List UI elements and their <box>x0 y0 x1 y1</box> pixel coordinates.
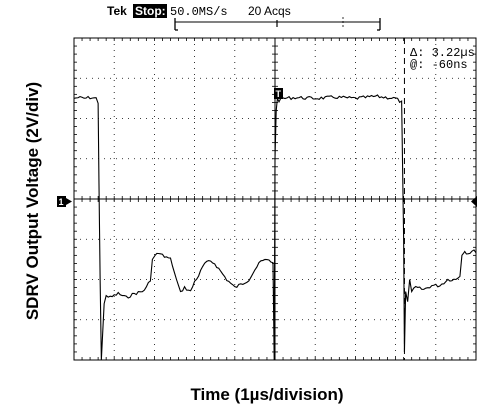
status-badge <box>133 4 167 18</box>
record-indicator <box>174 17 381 31</box>
brand-label: Tek <box>107 4 127 18</box>
channel-1-marker: 1 <box>57 196 72 207</box>
waveform-trace <box>73 94 477 361</box>
trigger-level-arrow <box>471 196 477 207</box>
sample-rate-label: 50.0MS/s <box>170 5 228 19</box>
svg-text:1: 1 <box>59 197 64 207</box>
position-readout: @: -60ns <box>410 58 468 72</box>
x-axis-label: Time (1µs/division) <box>190 385 343 404</box>
svg-text:T: T <box>276 89 282 99</box>
status-label: Stop: <box>135 4 166 18</box>
y-axis-label: SDRV Output Voltage (2V/div) <box>23 82 42 320</box>
delta-readout: Δ: 3.22µs <box>410 46 475 60</box>
trigger-marker: T <box>274 88 283 99</box>
acquisitions-label: 20 Acqs <box>248 4 291 18</box>
